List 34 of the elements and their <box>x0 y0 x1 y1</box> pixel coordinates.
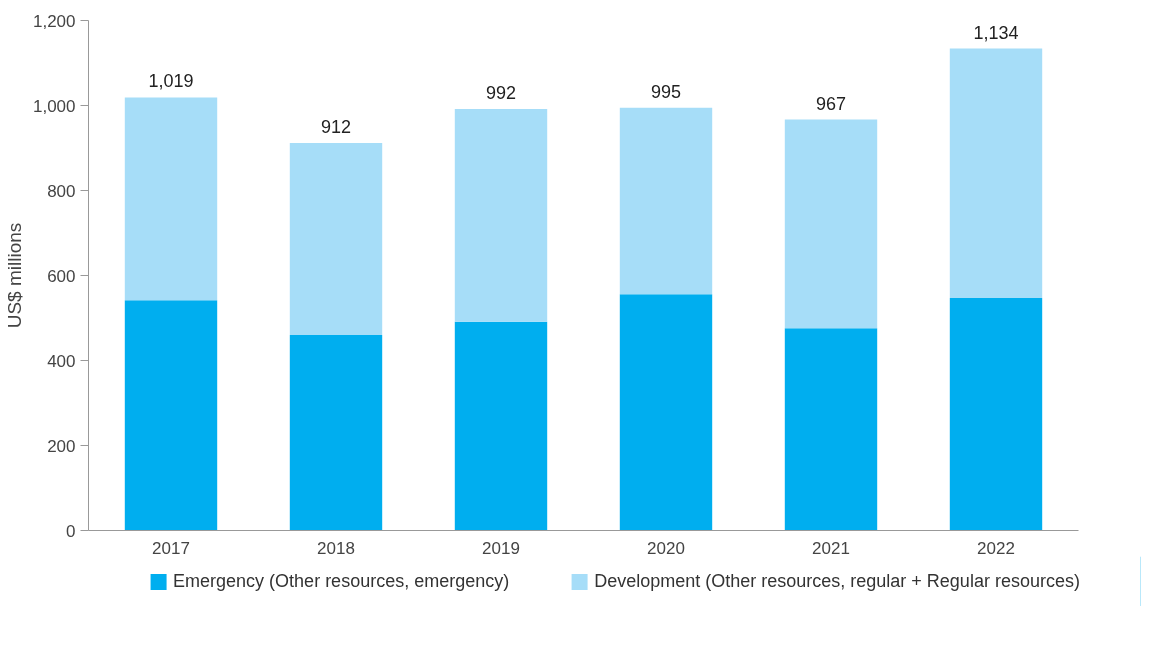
total-label: 912 <box>320 116 352 137</box>
bar <box>949 48 1043 299</box>
bar <box>289 142 383 335</box>
total-label: 992 <box>485 82 517 103</box>
x-tick-label: 2020 <box>647 538 685 558</box>
x-tick-label: 2017 <box>152 538 190 558</box>
total-label: 1,134 <box>973 22 1019 43</box>
y-tick-label: 800 <box>47 181 76 201</box>
x-tick-label: 2022 <box>977 538 1015 558</box>
bar <box>289 335 383 531</box>
y-tick-label: 1,000 <box>32 96 76 116</box>
total-label: 995 <box>650 81 682 102</box>
x-tick-label: 2019 <box>482 538 520 558</box>
total-label: 967 <box>815 93 847 114</box>
bar <box>784 119 878 329</box>
bar <box>619 294 713 531</box>
bar <box>619 107 713 295</box>
bar <box>124 300 218 531</box>
legend-label: Development (Other resources, regular + Regular resources) <box>594 570 1080 592</box>
bar <box>784 328 878 531</box>
bar <box>949 298 1043 531</box>
x-tick-label: 2018 <box>317 538 355 558</box>
y-axis-title: US$ millions <box>3 222 25 329</box>
bar <box>124 97 218 301</box>
bar <box>454 108 548 322</box>
total-label: 1,019 <box>148 71 194 92</box>
y-tick-label: 400 <box>47 351 76 371</box>
bar <box>454 321 548 531</box>
y-tick-label: 0 <box>66 521 76 541</box>
y-tick-label: 600 <box>47 266 76 286</box>
y-tick-label: 200 <box>47 436 76 456</box>
x-tick-label: 2021 <box>812 538 850 558</box>
y-tick-label: 1,200 <box>32 11 76 31</box>
legend-label: Emergency (Other resources, emergency) <box>173 570 510 592</box>
